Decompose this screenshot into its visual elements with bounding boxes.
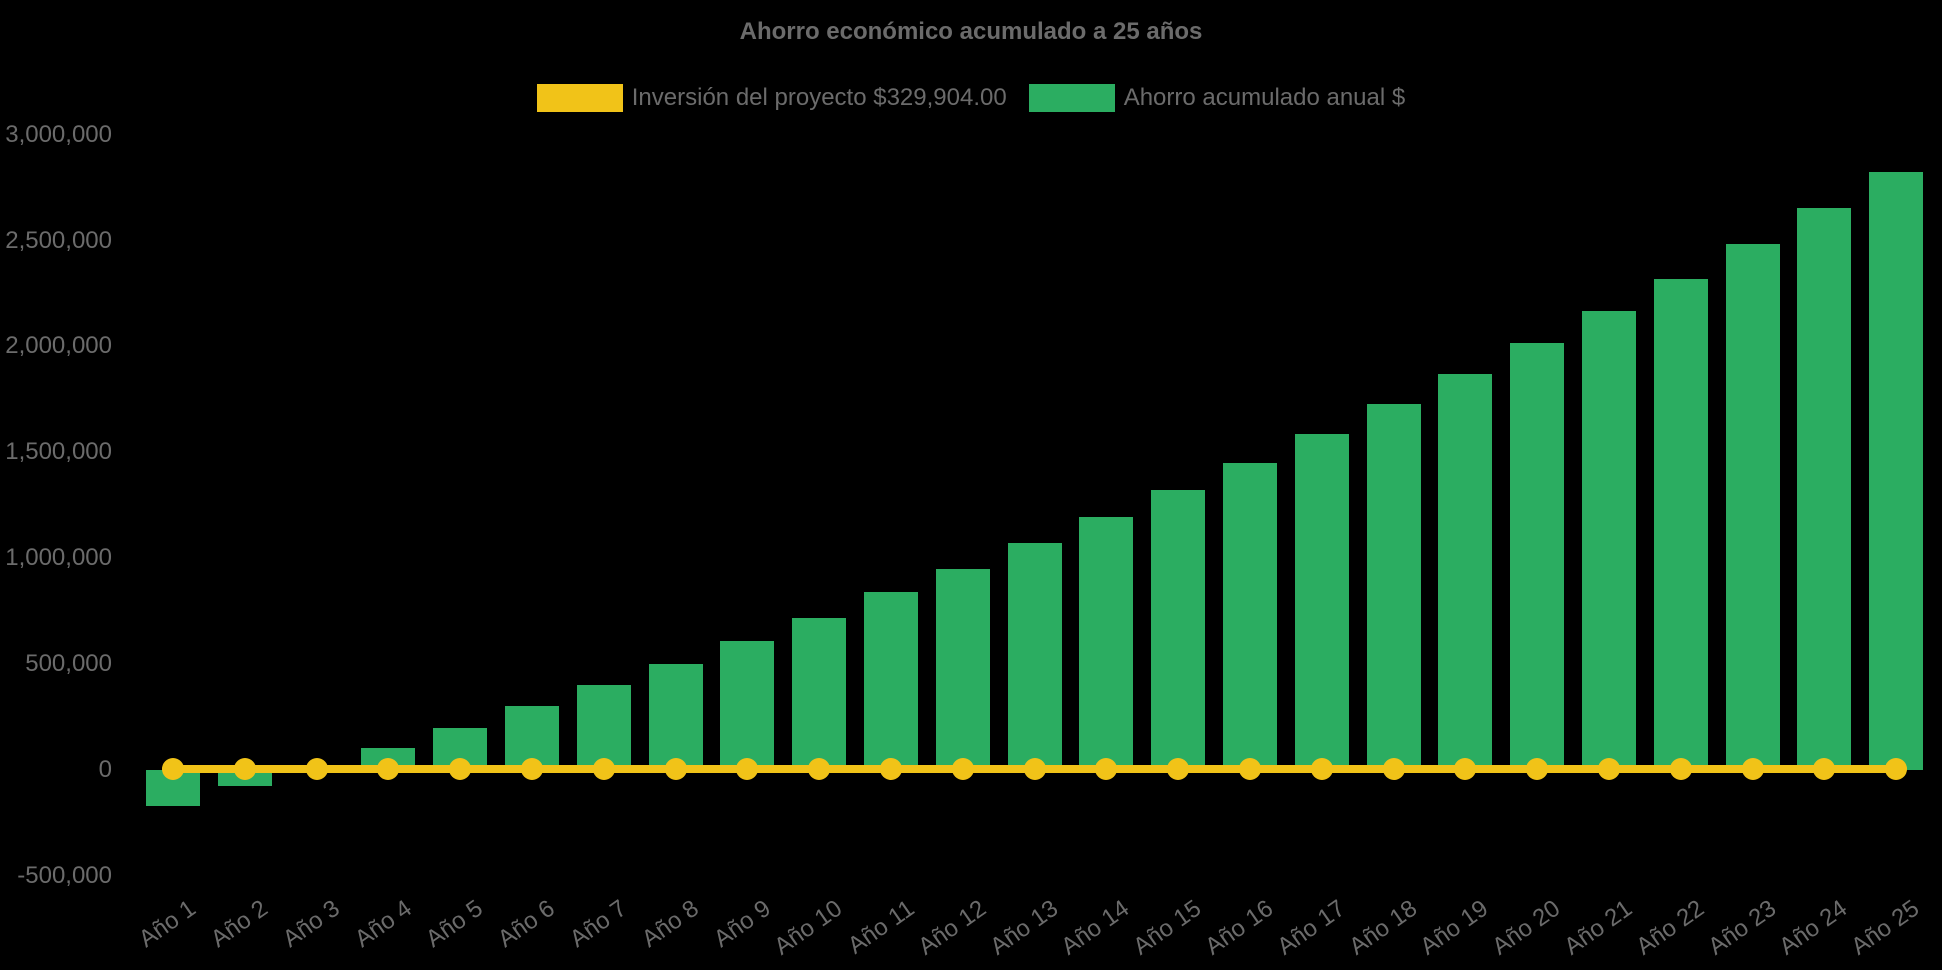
investment-line-point-ano-25[interactable] xyxy=(1885,758,1908,780)
legend-item-investment[interactable]: Inversión del proyecto $329,904.00 xyxy=(536,84,1007,112)
y-tick-0: 0 xyxy=(98,756,112,783)
investment-line-point-ano-3[interactable] xyxy=(305,758,328,780)
bar-ano-9[interactable] xyxy=(720,640,775,770)
bar-ano-23[interactable] xyxy=(1725,243,1780,770)
bar-ano-10[interactable] xyxy=(792,617,847,770)
bar-ano-18[interactable] xyxy=(1366,403,1421,770)
x-tick-ano-7: Año 7 xyxy=(565,894,632,953)
bar-ano-14[interactable] xyxy=(1079,516,1134,770)
y-tick-500000: 500,000 xyxy=(25,650,112,678)
x-tick-ano-14: Año 14 xyxy=(1056,894,1135,961)
investment-line-point-ano-20[interactable] xyxy=(1526,758,1549,780)
investment-line-point-ano-19[interactable] xyxy=(1454,758,1477,780)
y-tick-2500000: 2,500,000 xyxy=(5,226,112,254)
x-tick-ano-1: Año 1 xyxy=(134,894,202,953)
investment-line-point-ano-2[interactable] xyxy=(233,758,256,780)
investment-line-point-ano-22[interactable] xyxy=(1669,758,1692,780)
y-tick-3000000: 3,000,000 xyxy=(5,120,112,148)
x-tick-ano-13: Año 13 xyxy=(984,894,1063,961)
x-tick-ano-10: Año 10 xyxy=(769,894,848,961)
x-tick-ano-9: Año 9 xyxy=(708,894,776,953)
investment-line-point-ano-4[interactable] xyxy=(377,758,400,780)
x-tick-ano-5: Año 5 xyxy=(421,894,489,953)
bar-ano-15[interactable] xyxy=(1151,490,1206,770)
investment-line-point-ano-23[interactable] xyxy=(1741,758,1764,780)
x-tick-ano-15: Año 15 xyxy=(1128,894,1207,961)
x-tick-ano-16: Año 16 xyxy=(1200,894,1279,961)
bar-ano-11[interactable] xyxy=(864,592,918,770)
investment-line-point-ano-5[interactable] xyxy=(449,758,472,780)
bar-ano-7[interactable] xyxy=(576,685,631,770)
investment-line-point-ano-24[interactable] xyxy=(1813,758,1836,780)
y-tick-2000000: 2,000,000 xyxy=(5,332,112,360)
bar-ano-8[interactable] xyxy=(648,664,703,770)
investment-line-point-ano-8[interactable] xyxy=(664,758,687,780)
legend-item-savings[interactable]: Ahorro acumulado anual $ xyxy=(1028,84,1406,112)
bar-ano-21[interactable] xyxy=(1582,311,1636,770)
y-tick-1500000: 1,500,000 xyxy=(5,438,112,466)
bar-ano-12[interactable] xyxy=(935,568,990,770)
investment-line-point-ano-11[interactable] xyxy=(880,758,902,780)
x-tick-ano-18: Año 18 xyxy=(1343,894,1422,961)
investment-line-point-ano-15[interactable] xyxy=(1167,758,1190,780)
chart-title: Ahorro económico acumulado a 25 años xyxy=(739,18,1203,45)
x-tick-ano-22: Año 22 xyxy=(1631,894,1709,961)
y-tick-1000000: 1,000,000 xyxy=(5,544,112,572)
investment-line-point-ano-1[interactable] xyxy=(162,758,184,780)
investment-line-point-ano-16[interactable] xyxy=(1239,758,1261,780)
investment-line-point-ano-9[interactable] xyxy=(736,758,759,780)
investment-line-point-ano-21[interactable] xyxy=(1598,758,1620,780)
legend-swatch-investment xyxy=(536,84,623,112)
bar-ano-25[interactable] xyxy=(1869,171,1924,770)
investment-line-point-ano-12[interactable] xyxy=(951,758,974,780)
x-tick-ano-23: Año 23 xyxy=(1702,894,1781,961)
investment-line-point-ano-14[interactable] xyxy=(1095,758,1118,780)
x-tick-ano-17: Año 17 xyxy=(1272,894,1350,961)
investment-line-point-ano-13[interactable] xyxy=(1023,758,1046,780)
investment-line-point-ano-7[interactable] xyxy=(592,758,615,780)
bar-ano-13[interactable] xyxy=(1007,543,1062,770)
y-tick--500000: -500,000 xyxy=(17,861,112,889)
x-tick-ano-4: Año 4 xyxy=(349,894,417,953)
x-tick-ano-12: Año 12 xyxy=(913,894,991,961)
x-tick-ano-20: Año 20 xyxy=(1487,894,1566,961)
x-tick-ano-2: Año 2 xyxy=(206,894,273,953)
legend-label-savings: Ahorro acumulado anual $ xyxy=(1123,84,1406,111)
x-tick-ano-3: Año 3 xyxy=(277,894,345,953)
legend-swatch-savings xyxy=(1028,84,1115,112)
x-tick-ano-19: Año 19 xyxy=(1415,894,1494,961)
bar-ano-22[interactable] xyxy=(1653,278,1708,770)
x-tick-ano-24: Año 24 xyxy=(1774,894,1853,961)
bar-ano-17[interactable] xyxy=(1294,434,1349,770)
bar-ano-24[interactable] xyxy=(1797,207,1852,770)
x-tick-ano-21: Año 21 xyxy=(1559,894,1638,961)
bar-ano-20[interactable] xyxy=(1510,343,1565,770)
investment-line-point-ano-6[interactable] xyxy=(521,758,543,780)
x-tick-ano-8: Año 8 xyxy=(636,894,704,953)
x-tick-ano-6: Año 6 xyxy=(493,894,561,953)
legend-label-investment: Inversión del proyecto $329,904.00 xyxy=(631,84,1007,111)
investment-line-point-ano-17[interactable] xyxy=(1310,758,1333,780)
x-tick-ano-25: Año 25 xyxy=(1846,894,1925,961)
bar-ano-19[interactable] xyxy=(1438,373,1493,770)
investment-line-point-ano-18[interactable] xyxy=(1382,758,1405,780)
chart-legend: Inversión del proyecto $329,904.00 Ahorr… xyxy=(0,84,1942,112)
x-tick-ano-11: Año 11 xyxy=(842,894,920,960)
investment-line-point-ano-10[interactable] xyxy=(808,758,831,780)
bar-ano-16[interactable] xyxy=(1223,462,1277,770)
